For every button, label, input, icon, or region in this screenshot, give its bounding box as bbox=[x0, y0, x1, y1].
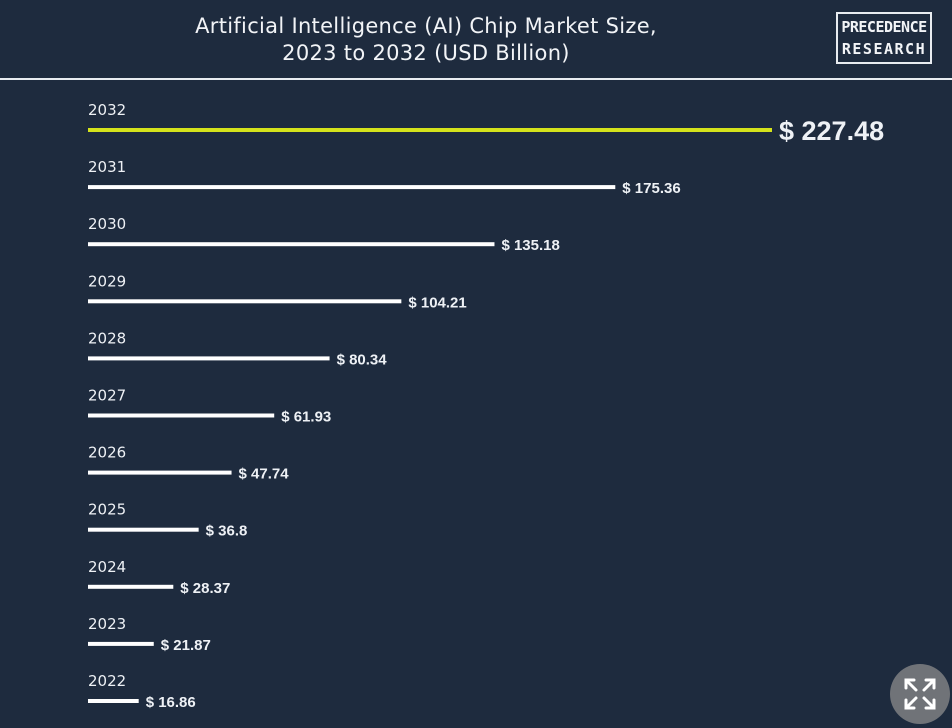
chart-title-line2: 2023 to 2032 (USD Billion) bbox=[282, 41, 570, 65]
bar-2028 bbox=[88, 356, 330, 361]
value-label: $ 16.86 bbox=[146, 694, 196, 711]
value-label: $ 36.8 bbox=[206, 523, 248, 540]
year-label: 2031 bbox=[88, 158, 126, 176]
bar-2030 bbox=[88, 242, 495, 247]
year-label: 2027 bbox=[88, 387, 126, 405]
year-label: 2025 bbox=[88, 501, 126, 519]
value-label: $ 61.93 bbox=[281, 409, 331, 426]
bar-2026 bbox=[88, 470, 232, 475]
year-label: 2028 bbox=[88, 329, 126, 347]
bar-2023 bbox=[88, 641, 154, 646]
year-label: 2026 bbox=[88, 444, 126, 462]
value-label: $ 135.18 bbox=[501, 237, 559, 254]
value-label: $ 47.74 bbox=[239, 466, 290, 483]
bar-2029 bbox=[88, 299, 402, 304]
year-label: 2032 bbox=[88, 101, 126, 119]
expand-arrows-icon bbox=[904, 678, 936, 710]
value-label: $ 175.36 bbox=[622, 180, 680, 197]
year-label: 2024 bbox=[88, 558, 126, 576]
year-label: 2023 bbox=[88, 615, 126, 633]
value-label: $ 104.21 bbox=[408, 294, 466, 311]
logo-line2: RESEARCH bbox=[841, 40, 927, 58]
precedence-research-logo: PRECEDENCE RESEARCH bbox=[836, 12, 932, 64]
value-label: $ 227.48 bbox=[779, 116, 884, 146]
bar-2024 bbox=[88, 584, 174, 589]
chart-header: Artificial Intelligence (AI) Chip Market… bbox=[0, 0, 952, 80]
bar-2022 bbox=[88, 699, 139, 703]
bar-2031 bbox=[88, 185, 616, 190]
value-label: $ 28.37 bbox=[180, 580, 230, 597]
logo-line1: PRECEDENCE bbox=[841, 18, 927, 36]
chart-title-line1: Artificial Intelligence (AI) Chip Market… bbox=[195, 14, 657, 38]
value-label: $ 21.87 bbox=[161, 637, 211, 654]
bar-2025 bbox=[88, 527, 199, 532]
bar-2032 bbox=[88, 128, 772, 132]
year-label: 2029 bbox=[88, 272, 126, 290]
year-label: 2022 bbox=[88, 672, 126, 690]
expand-button[interactable] bbox=[890, 664, 950, 724]
bar-2027 bbox=[88, 413, 275, 418]
value-label: $ 80.34 bbox=[337, 351, 388, 368]
year-label: 2030 bbox=[88, 215, 126, 233]
